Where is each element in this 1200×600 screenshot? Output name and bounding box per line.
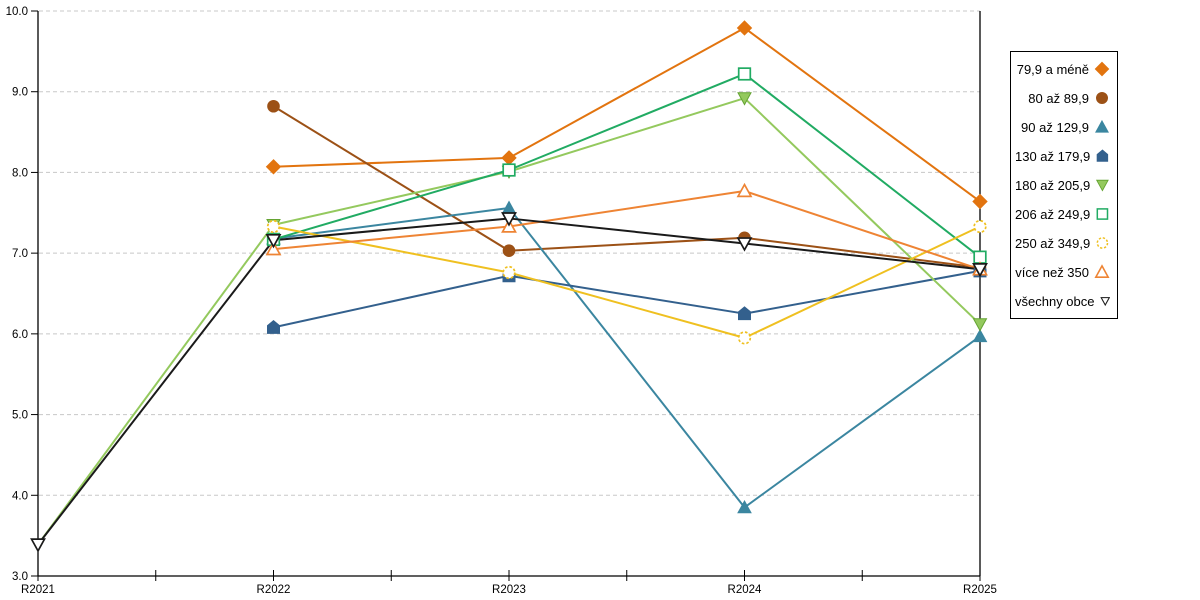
triangle-up-open-marker [736,182,753,198]
triangle-down-open-marker [30,538,46,553]
y-tick-label: 4.0 [12,490,28,502]
legend-marker-icon [1096,179,1110,192]
triangle-down-marker-legend [1096,179,1110,192]
series-line-5 [273,72,981,258]
legend-item-4: 180 až 205,9 [1015,177,1110,193]
x-tick-label: R2024 [728,584,762,596]
legend-label: všechny obce [1015,293,1095,309]
legend-marker-icon [1096,92,1108,104]
legend-item-2: 90 až 129,9 [1015,119,1110,135]
diamond-marker-legend [1094,61,1110,77]
y-tick-label: 3.0 [12,571,28,583]
legend-item-6: 250 až 349,9 [1015,235,1110,251]
series-line-0 [273,26,981,203]
triangle-down-open-marker [736,237,753,252]
legend-marker-icon [1094,264,1110,278]
legend-marker-icon [1099,297,1110,307]
diamond-marker [501,150,517,166]
circle-marker-legend [1096,92,1108,104]
y-tick-label: 7.0 [12,248,28,260]
triangle-down-marker [972,318,988,332]
triangle-down-open-marker [265,233,282,249]
triangle-up-marker-legend [1095,119,1109,133]
triangle-down-open-marker [972,263,988,278]
triangle-down-open-marker [501,212,517,227]
legend-label: 180 až 205,9 [1015,177,1091,193]
legend-label: 90 až 129,9 [1021,119,1089,135]
square-open-marker [502,163,516,177]
legend-item-7: více než 350 [1015,264,1110,280]
legend-label: 80 až 89,9 [1028,90,1089,106]
legend-item-0: 79,9 a méně [1015,61,1110,77]
series-line-1 [272,105,981,269]
series-line-3 [273,269,981,329]
pentagon-marker [267,319,280,334]
series-line-7 [273,189,981,271]
triangle-up-marker [501,200,517,214]
triangle-up-marker [972,328,988,343]
x-tick-label: R2021 [21,584,55,596]
legend: 79,9 a méně 80 až 89,9 90 až 129,9 130 až 1… [1010,51,1118,319]
legend-marker-icon [1096,208,1109,220]
series-line-2 [273,206,981,509]
circle-open-marker [266,219,281,234]
legend-marker-icon [1094,61,1110,77]
x-tick-label: R2023 [492,584,526,596]
legend-item-5: 206 až 249,9 [1015,206,1110,222]
circle-open-marker [502,265,516,280]
legend-marker-icon [1096,237,1109,249]
circle-open-marker-legend [1096,237,1109,249]
circle-marker [267,99,280,113]
y-tick-label: 10.0 [6,6,28,18]
legend-label: 130 až 179,9 [1015,148,1091,164]
legend-label: více než 350 [1015,264,1089,280]
diamond-marker [265,159,282,175]
diamond-marker [736,20,753,36]
pentagon-marker [738,306,751,321]
y-tick-label: 5.0 [12,410,28,422]
circle-open-marker [737,331,752,345]
y-tick-label: 6.0 [12,329,28,341]
triangle-up-open-marker-legend [1094,264,1110,278]
legend-marker-icon [1096,149,1109,162]
circle-open-marker [973,219,987,234]
x-tick-label: R2022 [257,584,291,596]
series-line-6 [273,225,981,339]
legend-label: 206 až 249,9 [1015,206,1091,222]
triangle-up-marker [737,499,752,514]
legend-item-3: 130 až 179,9 [1015,148,1110,164]
triangle-down-open-marker-legend [1099,297,1110,307]
legend-item-8: všechny obce [1015,293,1110,309]
y-tick-label: 9.0 [12,87,28,99]
triangle-down-marker [737,92,752,106]
legend-item-1: 80 až 89,9 [1015,90,1110,106]
x-tick-label: R2025 [963,584,997,596]
y-tick-label: 8.0 [12,167,28,179]
triangle-up-open-marker [265,240,282,256]
square-open-marker [737,67,752,81]
circle-marker [502,244,516,258]
square-open-marker-legend [1096,208,1109,220]
legend-label: 79,9 a méně [1016,61,1089,77]
diamond-marker [972,193,988,210]
legend-marker-icon [1095,119,1109,133]
legend-label: 250 až 349,9 [1015,235,1091,251]
pentagon-marker-legend [1096,149,1109,162]
